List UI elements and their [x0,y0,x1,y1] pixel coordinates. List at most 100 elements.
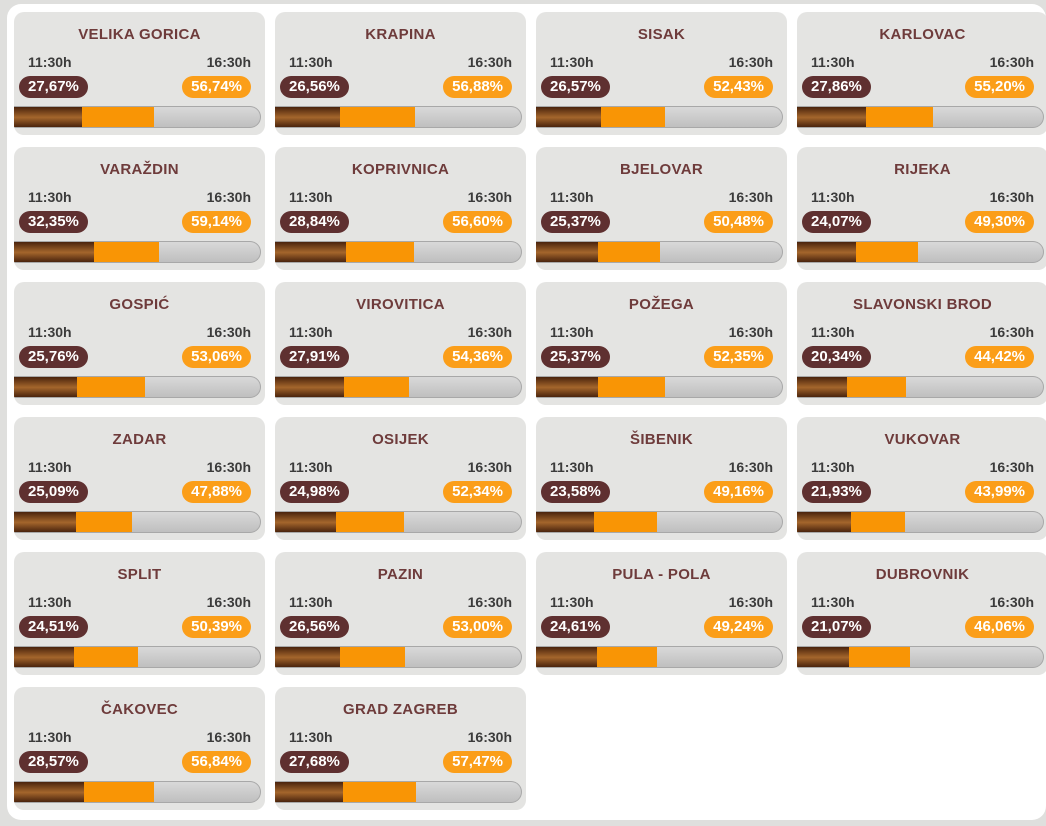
early-turnout-badge: 24,51% [19,616,88,638]
time-row: 11:30h 16:30h [536,459,787,475]
badge-row: 21,93% 43,99% [797,481,1046,503]
early-turnout-segment [275,107,341,127]
time-row: 11:30h 16:30h [797,459,1046,475]
city-name: ZADAR [112,431,167,448]
city-card[interactable]: PULA - POLA 11:30h 16:30h 24,61% 49,24% [536,552,787,675]
early-turnout-badge: 27,91% [280,346,349,368]
early-turnout-badge: 27,86% [802,76,871,98]
time-row: 11:30h 16:30h [275,594,526,610]
late-turnout-badge: 52,43% [704,76,773,98]
early-time-label: 11:30h [550,459,594,475]
city-name: RIJEKA [894,161,951,178]
city-card[interactable]: KRAPINA 11:30h 16:30h 26,56% 56,88% [275,12,526,135]
city-card[interactable]: GOSPIĆ 11:30h 16:30h 25,76% 53,06% [14,282,265,405]
late-time-label: 16:30h [989,594,1034,610]
city-card[interactable]: VIROVITICA 11:30h 16:30h 27,91% 54,36% [275,282,526,405]
late-turnout-badge: 49,16% [704,481,773,503]
time-row: 11:30h 16:30h [14,594,265,610]
late-turnout-badge: 46,06% [965,616,1034,638]
time-row: 11:30h 16:30h [14,729,265,745]
early-turnout-badge: 26,56% [280,616,349,638]
city-card[interactable]: GRAD ZAGREB 11:30h 16:30h 27,68% 57,47% [275,687,526,810]
late-time-label: 16:30h [728,189,773,205]
early-turnout-segment [797,647,849,667]
badge-row: 24,61% 49,24% [536,616,787,638]
turnout-bar [275,511,522,533]
late-time-label: 16:30h [206,459,251,475]
city-card[interactable]: SISAK 11:30h 16:30h 26,57% 52,43% [536,12,787,135]
late-time-label: 16:30h [728,459,773,475]
city-card[interactable]: BJELOVAR 11:30h 16:30h 25,37% 50,48% [536,147,787,270]
early-time-label: 11:30h [289,189,333,205]
badge-row: 28,84% 56,60% [275,211,526,233]
early-time-label: 11:30h [28,594,72,610]
late-turnout-badge: 52,35% [704,346,773,368]
late-time-label: 16:30h [467,594,512,610]
badge-row: 24,51% 50,39% [14,616,265,638]
early-time-label: 11:30h [550,189,594,205]
city-card[interactable]: ZADAR 11:30h 16:30h 25,09% 47,88% [14,417,265,540]
early-turnout-badge: 24,07% [802,211,871,233]
city-card[interactable]: KARLOVAC 11:30h 16:30h 27,86% 55,20% [797,12,1046,135]
city-card[interactable]: VARAŽDIN 11:30h 16:30h 32,35% 59,14% [14,147,265,270]
early-time-label: 11:30h [811,594,855,610]
late-turnout-badge: 50,39% [182,616,251,638]
early-turnout-badge: 24,61% [541,616,610,638]
time-row: 11:30h 16:30h [275,189,526,205]
early-turnout-badge: 25,37% [541,346,610,368]
time-row: 11:30h 16:30h [797,54,1046,70]
badge-row: 24,07% 49,30% [797,211,1046,233]
turnout-bar [797,376,1044,398]
turnout-bar [14,781,261,803]
early-time-label: 11:30h [811,54,855,70]
early-turnout-segment [797,512,851,532]
city-card[interactable]: OSIJEK 11:30h 16:30h 24,98% 52,34% [275,417,526,540]
city-card[interactable]: SPLIT 11:30h 16:30h 24,51% 50,39% [14,552,265,675]
early-time-label: 11:30h [289,324,333,340]
late-time-label: 16:30h [467,54,512,70]
early-time-label: 11:30h [811,324,855,340]
late-time-label: 16:30h [728,54,773,70]
early-turnout-segment [14,377,78,397]
early-turnout-badge: 26,56% [280,76,349,98]
turnout-bar [14,241,261,263]
badge-row: 24,98% 52,34% [275,481,526,503]
early-time-label: 11:30h [550,594,594,610]
early-time-label: 11:30h [28,54,72,70]
early-turnout-segment [797,242,857,262]
city-card[interactable]: SLAVONSKI BROD 11:30h 16:30h 20,34% 44,4… [797,282,1046,405]
late-turnout-badge: 57,47% [443,751,512,773]
city-card[interactable]: RIJEKA 11:30h 16:30h 24,07% 49,30% [797,147,1046,270]
city-card[interactable]: DUBROVNIK 11:30h 16:30h 21,07% 46,06% [797,552,1046,675]
city-card[interactable]: ČAKOVEC 11:30h 16:30h 28,57% 56,84% [14,687,265,810]
late-turnout-badge: 53,00% [443,616,512,638]
badge-row: 25,37% 50,48% [536,211,787,233]
city-card[interactable]: POŽEGA 11:30h 16:30h 25,37% 52,35% [536,282,787,405]
badge-row: 27,67% 56,74% [14,76,265,98]
turnout-bar [797,646,1044,668]
late-turnout-badge: 49,30% [965,211,1034,233]
late-time-label: 16:30h [989,459,1034,475]
city-card[interactable]: VELIKA GORICA 11:30h 16:30h 27,67% 56,74… [14,12,265,135]
city-card[interactable]: VUKOVAR 11:30h 16:30h 21,93% 43,99% [797,417,1046,540]
city-name: KARLOVAC [879,26,966,43]
late-turnout-badge: 44,42% [965,346,1034,368]
late-time-label: 16:30h [467,459,512,475]
early-time-label: 11:30h [289,729,333,745]
city-name: KRAPINA [365,26,436,43]
badge-row: 27,68% 57,47% [275,751,526,773]
badge-row: 20,34% 44,42% [797,346,1046,368]
time-row: 11:30h 16:30h [14,189,265,205]
city-name: ČAKOVEC [100,701,179,718]
city-name: VARAŽDIN [100,161,179,178]
cards-grid: VELIKA GORICA 11:30h 16:30h 27,67% 56,74… [14,12,1046,810]
city-card[interactable]: KOPRIVNICA 11:30h 16:30h 28,84% 56,60% [275,147,526,270]
time-row: 11:30h 16:30h [536,594,787,610]
early-time-label: 11:30h [28,729,72,745]
early-turnout-badge: 25,37% [541,211,610,233]
cards-panel: VELIKA GORICA 11:30h 16:30h 27,67% 56,74… [7,4,1046,820]
city-card[interactable]: ŠIBENIK 11:30h 16:30h 23,58% 49,16% [536,417,787,540]
turnout-bar [275,376,522,398]
early-turnout-segment [14,242,94,262]
city-card[interactable]: PAZIN 11:30h 16:30h 26,56% 53,00% [275,552,526,675]
